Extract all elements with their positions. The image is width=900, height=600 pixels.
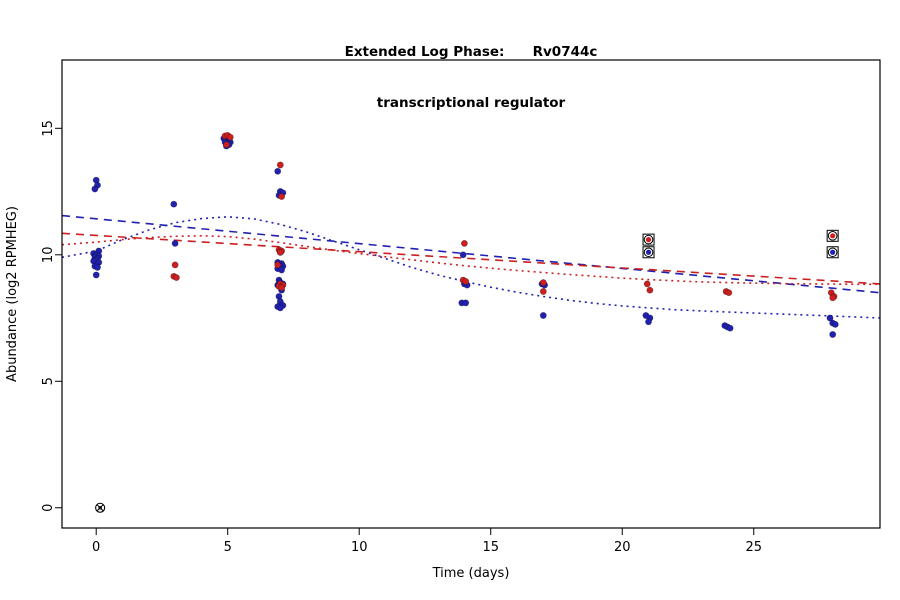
data-point-blue	[829, 331, 837, 338]
chart-title-line2: transcriptional regulator	[376, 95, 566, 111]
data-point-blue	[645, 318, 652, 326]
data-point-blue	[170, 200, 178, 208]
y-axis-label: Abundance (log2 RPMHEG)	[5, 206, 20, 382]
data-point-blue	[171, 239, 179, 247]
outlier-dot	[645, 237, 652, 243]
outlier-box	[826, 229, 839, 242]
zero-marker-dot	[98, 505, 102, 510]
data-point-red	[725, 289, 733, 297]
outlier-box	[826, 246, 839, 259]
trend-line-blue-dashed	[61, 214, 881, 294]
data-point-red	[171, 261, 179, 269]
data-point-red	[460, 239, 468, 247]
trend-line-red-dashed	[61, 232, 881, 285]
x-axis-label: Time (days)	[432, 566, 510, 581]
data-point-red	[276, 248, 284, 256]
outlier-dot	[830, 249, 836, 255]
data-point-red	[539, 279, 547, 287]
data-point-blue	[91, 185, 99, 193]
x-tick-label: 0	[92, 540, 100, 555]
outlier-box	[642, 246, 655, 259]
data-point-red	[276, 161, 284, 169]
outlier-circle	[643, 234, 654, 245]
zero-marker-circle	[95, 502, 106, 513]
data-point-red	[222, 141, 230, 149]
data-point-blue	[278, 266, 286, 274]
y-tick-label: 15	[41, 120, 56, 137]
data-point-red	[278, 193, 286, 201]
data-point-red	[646, 286, 654, 294]
data-point-red	[539, 288, 547, 295]
data-point-blue	[274, 167, 282, 175]
data-point-red	[278, 284, 286, 292]
x-tick-label: 10	[351, 540, 368, 555]
outlier-circle	[827, 247, 838, 258]
y-tick-label: 0	[41, 504, 56, 512]
x-tick-label: 20	[614, 540, 631, 555]
chart-title: Extended Log Phase: Rv0744c transcriptio…	[62, 10, 880, 146]
data-point-blue	[539, 312, 547, 319]
y-tick-label: 5	[41, 377, 56, 385]
data-point-red	[172, 274, 180, 282]
data-point-red	[226, 133, 234, 141]
data-point-blue	[726, 324, 734, 332]
outlier-box	[642, 233, 655, 246]
x-tick-label: 25	[745, 540, 762, 555]
data-point-red	[829, 294, 837, 302]
data-point-blue	[459, 251, 467, 259]
data-point-blue	[831, 320, 839, 328]
data-point-red	[274, 261, 282, 269]
data-point-red	[643, 280, 651, 288]
outlier-dot	[645, 249, 652, 255]
x-tick-label: 5	[224, 540, 232, 555]
x-tick-label: 15	[482, 540, 499, 555]
outlier-circle	[643, 247, 654, 258]
data-point-blue	[92, 271, 100, 279]
data-point-blue	[276, 304, 284, 312]
data-point-blue	[462, 299, 470, 307]
chart-title-line1: Extended Log Phase: Rv0744c	[344, 44, 598, 60]
trend-line-blue-dotted	[61, 215, 881, 319]
data-point-red	[462, 277, 470, 285]
data-point-blue	[94, 263, 101, 271]
outlier-circle	[827, 231, 838, 241]
trend-line-red-dotted	[61, 234, 881, 286]
data-point-blue	[826, 314, 834, 322]
plot-border	[61, 59, 881, 529]
outlier-dot	[830, 233, 836, 239]
y-tick-label: 10	[41, 247, 56, 264]
